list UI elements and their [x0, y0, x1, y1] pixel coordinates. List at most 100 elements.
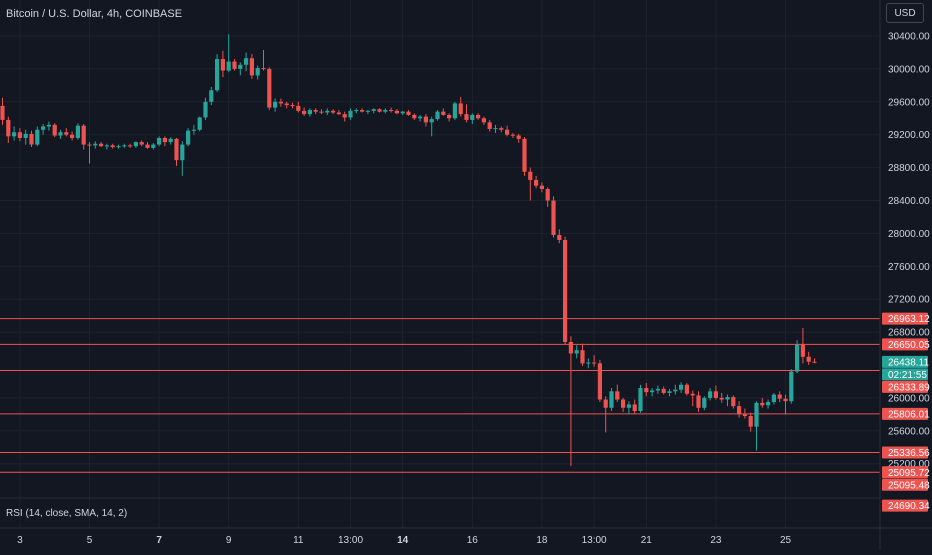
candle-body	[458, 103, 463, 115]
candle	[162, 136, 167, 147]
candle-body	[783, 398, 788, 402]
candle	[679, 382, 684, 393]
candle	[777, 391, 782, 403]
badge-label: 25336.56	[888, 448, 930, 459]
candle	[789, 369, 794, 404]
candle	[458, 96, 463, 117]
candle-body	[800, 344, 805, 357]
candle-body	[464, 114, 469, 120]
time-tick-label: 13:00	[582, 535, 607, 546]
candle	[215, 54, 220, 92]
candle-body	[441, 111, 446, 115]
time-axis[interactable]: 3 5 7 9 11 13:00 14 16 18 13:00 21 23 25	[17, 535, 791, 546]
candle	[597, 360, 602, 403]
price-badges: 26963.12 26650.05 26438.11 02:21:5526333.89…	[882, 312, 930, 512]
bar-countdown-badge: 02:21:55	[882, 368, 928, 381]
currency-button[interactable]: USD	[886, 3, 924, 23]
candle	[812, 358, 817, 364]
candle-body	[296, 105, 301, 111]
candle	[23, 129, 28, 145]
candle	[180, 141, 185, 176]
price-tick-label: 28800.00	[888, 163, 930, 174]
candle-body	[394, 110, 399, 114]
candle-body	[696, 395, 701, 408]
candle	[255, 65, 260, 80]
candle	[522, 137, 527, 176]
candle	[278, 98, 283, 107]
candle	[226, 34, 231, 73]
candle-body	[35, 129, 40, 145]
badge-label: 26963.12	[888, 314, 930, 325]
candle	[661, 386, 666, 395]
badge-background	[882, 380, 928, 393]
candle-body	[6, 119, 11, 137]
candle-body	[0, 105, 5, 120]
badge-label: 26333.89	[888, 382, 930, 393]
time-tick-label: 23	[710, 535, 722, 546]
candle	[290, 102, 295, 109]
badge-label: 24690.34	[888, 501, 930, 512]
candle	[806, 351, 811, 365]
candle-body	[12, 132, 17, 137]
candle	[64, 128, 69, 137]
candle-body	[655, 388, 660, 391]
price-tick-label: 28400.00	[888, 196, 930, 207]
candle-body	[481, 118, 486, 123]
candle-body	[499, 128, 504, 130]
candle	[580, 343, 585, 366]
price-tick-label: 26000.00	[888, 393, 930, 404]
candle-body	[267, 68, 272, 108]
candle-body	[447, 114, 452, 119]
candle	[708, 388, 713, 401]
candle	[99, 142, 104, 148]
badge-background	[882, 499, 928, 512]
candle-body	[174, 138, 179, 161]
time-tick-label: 9	[226, 535, 232, 546]
candle	[186, 128, 191, 147]
candle-body	[435, 111, 440, 120]
candle	[336, 110, 341, 115]
candle	[551, 196, 556, 238]
candle-body	[522, 138, 527, 172]
badge-label: 26438.11	[888, 357, 929, 368]
candle-body	[278, 101, 283, 104]
time-tick-label: 25	[780, 535, 792, 546]
time-tick-label: 5	[87, 535, 93, 546]
candle-body	[725, 397, 730, 400]
candle	[394, 109, 399, 115]
candle-body	[87, 144, 92, 146]
candle-body	[690, 393, 695, 396]
candle	[75, 123, 80, 140]
candle-body	[621, 399, 626, 408]
candle-body	[226, 61, 231, 71]
candle	[574, 345, 579, 359]
candle-body	[551, 200, 556, 236]
rsi-indicator-label[interactable]: RSI (14, close, SMA, 14, 2)	[6, 508, 128, 519]
candle-body	[133, 142, 138, 147]
candle	[795, 340, 800, 374]
candle-body	[557, 235, 562, 240]
candle	[342, 111, 347, 122]
candle	[157, 136, 162, 147]
candle	[354, 108, 359, 114]
candle	[766, 399, 771, 409]
candle-body	[528, 171, 533, 180]
price-tick-label: 25600.00	[888, 426, 930, 437]
candle	[626, 401, 631, 415]
candle	[116, 144, 121, 149]
candle	[17, 128, 22, 142]
candle	[800, 327, 805, 364]
candle	[505, 125, 510, 137]
candle-body	[360, 110, 365, 112]
price-axis[interactable]: 30400.00 30000.00 29600.00 29200.00 28800.00…	[888, 32, 930, 471]
candle	[667, 388, 672, 397]
candle-body	[423, 116, 428, 123]
candle-body	[261, 68, 266, 70]
badge-background	[882, 478, 928, 491]
candle-body	[539, 185, 544, 189]
symbol-title[interactable]: Bitcoin / U.S. Dollar, 4h, COINBASE	[6, 8, 183, 20]
candle-body	[766, 402, 771, 406]
candle-body	[505, 129, 510, 135]
